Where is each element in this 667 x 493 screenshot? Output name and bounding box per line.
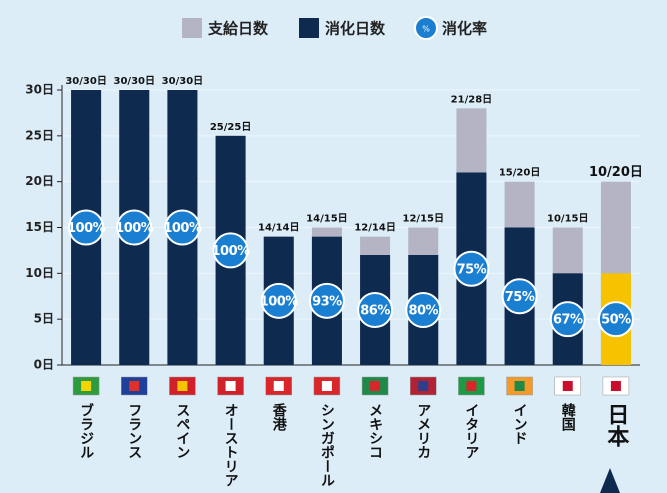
legend-swatch bbox=[182, 18, 202, 38]
bar-label: 30/30日 bbox=[114, 75, 155, 87]
bar-label: 14/14日 bbox=[258, 222, 299, 234]
bar-label: 10/20日 bbox=[589, 165, 643, 180]
flag bbox=[610, 381, 621, 391]
rate-label: 93% bbox=[312, 294, 342, 309]
flag bbox=[321, 381, 332, 391]
rate-label: 80% bbox=[408, 304, 438, 319]
bar-label: 30/30日 bbox=[65, 75, 106, 87]
rate-circle bbox=[405, 292, 442, 328]
rate-label: 75% bbox=[505, 290, 535, 305]
x-tick-label: 香港 bbox=[271, 402, 288, 432]
y-tick-label: 20日 bbox=[25, 174, 54, 188]
legend-swatch bbox=[299, 18, 319, 38]
y-tick-label: 0日 bbox=[34, 358, 54, 372]
x-tick-label: ブラジル bbox=[78, 402, 94, 459]
rate-circle bbox=[501, 278, 538, 315]
x-tick-label: イタリア bbox=[463, 403, 479, 459]
rate-circle bbox=[357, 292, 394, 328]
x-tick-label: オーストリア bbox=[223, 403, 239, 487]
rate-label: 86% bbox=[360, 304, 390, 319]
rate-label: 100% bbox=[260, 294, 299, 309]
rate-circle bbox=[549, 301, 586, 338]
bar-label: 21/28日 bbox=[451, 93, 492, 105]
legend-icon: % bbox=[422, 25, 430, 34]
x-tick-label: シンガポール bbox=[319, 403, 335, 487]
legend-swatch bbox=[414, 16, 438, 40]
bar-label: 30/30日 bbox=[162, 75, 203, 87]
bar-label: 12/15日 bbox=[403, 213, 444, 225]
flag bbox=[370, 381, 381, 391]
y-tick-label: 25日 bbox=[25, 128, 54, 142]
flag bbox=[225, 381, 236, 391]
rate-label: 100% bbox=[211, 244, 250, 259]
flag bbox=[514, 381, 525, 391]
rate-circle bbox=[212, 232, 249, 269]
rate-circle bbox=[68, 209, 105, 246]
y-tick-label: 15日 bbox=[25, 220, 54, 234]
x-tick-label: フランス bbox=[126, 403, 142, 459]
bar-label: 14/15日 bbox=[306, 213, 347, 225]
x-tick-label: 日本 bbox=[603, 403, 629, 447]
x-tick-label: メキシコ bbox=[367, 403, 383, 459]
bar-label: 25/25日 bbox=[210, 121, 251, 133]
y-tick-label: 5日 bbox=[34, 312, 54, 326]
flag bbox=[466, 381, 477, 391]
rate-circle bbox=[116, 209, 153, 246]
flag bbox=[129, 381, 140, 391]
rate-label: 100% bbox=[115, 221, 154, 236]
rate-label: 100% bbox=[163, 221, 202, 236]
y-tick-label: 10日 bbox=[25, 266, 54, 280]
x-tick-label: スペイン bbox=[174, 403, 190, 459]
flag bbox=[177, 381, 188, 391]
rate-label: 67% bbox=[553, 313, 583, 328]
rate-circle bbox=[597, 301, 634, 338]
bar-label: 10/15日 bbox=[547, 213, 588, 225]
x-tick-label: インド bbox=[512, 403, 528, 445]
arrow bbox=[600, 468, 620, 493]
flag bbox=[562, 381, 573, 391]
legend-label: 消化率 bbox=[442, 20, 487, 38]
bar-label: 12/14日 bbox=[354, 222, 395, 234]
rate-label: 50% bbox=[601, 313, 631, 328]
legend-label: 支給日数 bbox=[207, 20, 269, 38]
rate-circle bbox=[164, 209, 201, 246]
x-tick-label: 韓国 bbox=[560, 402, 576, 432]
bar-label: 15/20日 bbox=[499, 167, 540, 179]
rate-circle bbox=[453, 250, 490, 287]
legend-label: 消化日数 bbox=[325, 20, 386, 38]
flag bbox=[418, 381, 429, 391]
rate-circle bbox=[308, 282, 345, 319]
x-tick-label: アメリカ bbox=[415, 403, 431, 459]
rate-label: 100% bbox=[67, 221, 106, 236]
rate-circle bbox=[260, 282, 297, 319]
flag bbox=[273, 381, 284, 391]
y-tick-label: 30日 bbox=[25, 83, 54, 97]
flag bbox=[81, 381, 92, 391]
rate-label: 75% bbox=[457, 262, 487, 277]
